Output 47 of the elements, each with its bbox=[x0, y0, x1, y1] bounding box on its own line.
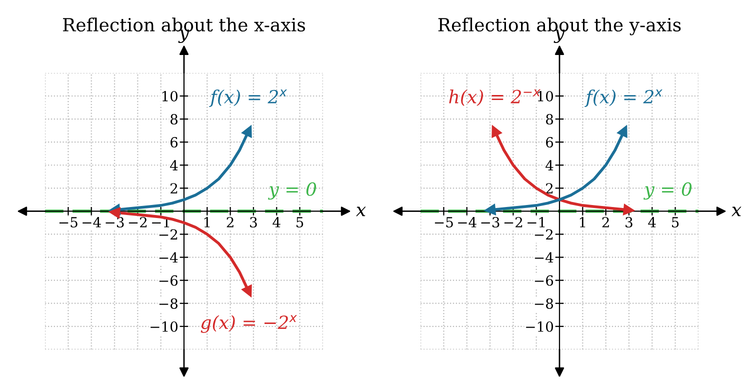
series-label: f(x) = 2$^{x}$ bbox=[584, 89, 662, 108]
y-tick-label: −8 bbox=[534, 298, 554, 309]
y-tick-label: 4 bbox=[546, 160, 554, 170]
x-axis-title: x bbox=[356, 206, 366, 216]
y-tick-label: −6 bbox=[534, 275, 554, 286]
x-tick-label: −3 bbox=[481, 217, 500, 228]
y-tick-label: 6 bbox=[546, 137, 554, 148]
y-tick-label: −2 bbox=[534, 229, 553, 240]
y-tick-label: −6 bbox=[159, 275, 178, 286]
x-tick-label: 2 bbox=[602, 217, 609, 228]
x-tick-label: 3 bbox=[250, 217, 257, 228]
x-tick-label: 1 bbox=[580, 217, 586, 228]
y-tick-label: 10 bbox=[162, 90, 178, 102]
x-axis-title: x bbox=[731, 206, 742, 216]
x-tick-label: −1 bbox=[528, 217, 545, 228]
ref-line-label: y = 0 bbox=[644, 182, 692, 200]
series-label: f(x) = 2$^{x}$ bbox=[209, 89, 287, 108]
x-tick-label: −2 bbox=[504, 217, 522, 228]
x-tick-label: −5 bbox=[434, 217, 453, 228]
x-tick-label: 5 bbox=[296, 217, 304, 228]
y-tick-label: −8 bbox=[159, 298, 178, 309]
y-tick-label: −4 bbox=[534, 252, 554, 263]
x-tick-label: 1 bbox=[204, 217, 210, 228]
x-tick-label: −5 bbox=[59, 217, 78, 228]
ref-line-label: y = 0 bbox=[268, 182, 316, 200]
y-tick-label: −4 bbox=[159, 252, 178, 263]
y-tick-label: 2 bbox=[546, 183, 553, 194]
x-tick-label: −2 bbox=[128, 217, 147, 228]
x-tick-label: 5 bbox=[672, 217, 679, 228]
x-tick-label: 2 bbox=[226, 217, 234, 228]
chart-title: Reflection about the x-axis bbox=[63, 18, 306, 32]
x-tick-label: −3 bbox=[106, 217, 124, 228]
x-tick-label: −4 bbox=[82, 217, 101, 228]
y-tick-label: −10 bbox=[526, 321, 554, 332]
x-tick-label: −4 bbox=[458, 217, 476, 228]
x-tick-label: 3 bbox=[626, 217, 632, 228]
y-tick-label: 8 bbox=[170, 114, 178, 125]
y-tick-label: 2 bbox=[170, 183, 178, 194]
x-tick-label: 4 bbox=[648, 217, 656, 228]
series-label: g(x) = −2$^{x}$ bbox=[200, 315, 297, 333]
y-tick-label: 4 bbox=[170, 160, 178, 170]
y-axis-title: y bbox=[178, 30, 190, 43]
y-tick-label: −10 bbox=[150, 321, 178, 332]
y-tick-label: 6 bbox=[170, 137, 178, 148]
x-tick-label: 4 bbox=[272, 217, 280, 228]
y-tick-label: 8 bbox=[546, 114, 554, 125]
y-tick-label: −2 bbox=[159, 229, 178, 240]
